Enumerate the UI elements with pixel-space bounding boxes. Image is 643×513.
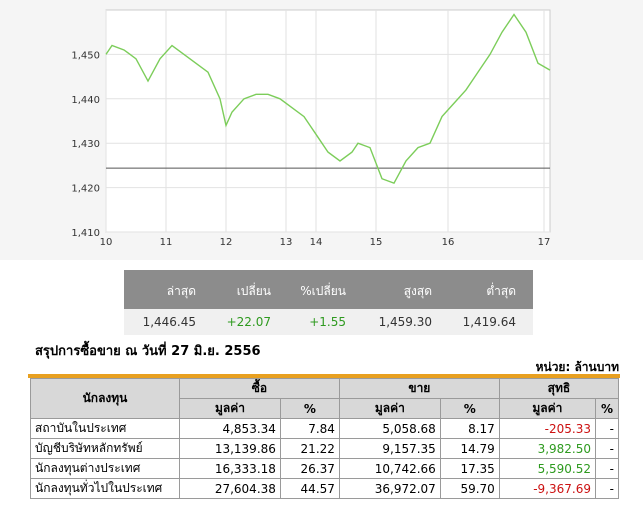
y-tick-label: 1,440 [71, 95, 100, 106]
quote-header-row [124, 270, 533, 309]
header-sell: ขาย [338, 378, 500, 399]
sub-net-pct: % [595, 398, 619, 419]
y-tick-label: 1,430 [71, 139, 100, 150]
quote-change: +22.07 [226, 315, 271, 329]
x-tick-label: 12 [220, 237, 233, 248]
net-pct: - [595, 478, 619, 499]
quote-low: 1,419.64 [462, 315, 516, 329]
sub-sell-pct: % [439, 398, 500, 419]
y-tick-label: 1,450 [71, 50, 100, 61]
quote-header-change: เปลี่ยน [236, 284, 271, 298]
sell-value: 9,157.35 [338, 438, 441, 459]
x-tick-label: 17 [538, 237, 551, 248]
investor-name: นักลงทุนทั่วไปในประเทศ [30, 478, 180, 499]
table-top-bar [28, 374, 620, 378]
net-pct: - [595, 438, 619, 459]
sell-value: 5,058.68 [338, 418, 441, 439]
sell-pct: 59.70 [439, 478, 500, 499]
buy-pct: 21.22 [279, 438, 340, 459]
series-line [105, 13, 551, 185]
table-row: บัญชีบริษัทหลักทรัพย์ 13,139.86 21.22 9,… [30, 438, 619, 459]
sell-value: 36,972.07 [338, 478, 441, 499]
y-tick-label: 1,410 [71, 228, 100, 239]
net-pct: - [595, 418, 619, 439]
quote-table: ล่าสุด เปลี่ยน %เปลี่ยน สูงสุด ต่ำสุด 1,… [124, 270, 533, 335]
header-net: สุทธิ [498, 378, 620, 399]
y-tick-label: 1,420 [71, 184, 100, 195]
net-value: 3,982.50 [498, 438, 597, 459]
quote-header-high: สูงสุด [403, 284, 432, 298]
sub-sell-value: มูลค่า [338, 398, 441, 419]
buy-value: 16,333.18 [179, 458, 281, 479]
x-tick-label: 15 [370, 237, 383, 248]
quote-header-pct-change: %เปลี่ยน [300, 284, 346, 298]
header-buy: ซื้อ [179, 378, 340, 399]
unit-label: หน่วย: ล้านบาท [535, 360, 619, 374]
quote-last: 1,446.45 [142, 315, 196, 329]
x-tick-label: 16 [442, 237, 455, 248]
sub-net-value: มูลค่า [498, 398, 597, 419]
investor-table: นักลงทุน ซื้อ ขาย สุทธิ มูลค่า % มูลค่า … [30, 378, 620, 499]
x-tick-label: 13 [280, 237, 293, 248]
net-value: -205.33 [498, 418, 597, 439]
sell-value: 10,742.66 [338, 458, 441, 479]
header-investor: นักลงทุน [30, 378, 180, 419]
x-tick-label: 14 [310, 237, 323, 248]
buy-value: 4,853.34 [179, 418, 281, 439]
quote-header-low: ต่ำสุด [486, 284, 516, 298]
sub-buy-pct: % [279, 398, 340, 419]
sub-buy-value: มูลค่า [179, 398, 281, 419]
table-row: นักลงทุนทั่วไปในประเทศ 27,604.38 44.57 3… [30, 478, 619, 499]
buy-pct: 7.84 [279, 418, 340, 439]
sell-pct: 14.79 [439, 438, 500, 459]
summary-title: สรุปการซื้อขาย ณ วันที่ 27 มิ.ย. 2556 [35, 344, 261, 359]
net-value: -9,367.69 [498, 478, 597, 499]
quote-header-last: ล่าสุด [166, 284, 196, 298]
net-value: 5,590.52 [498, 458, 597, 479]
x-tick-label: 10 [100, 237, 113, 248]
quote-high: 1,459.30 [378, 315, 432, 329]
buy-pct: 44.57 [279, 478, 340, 499]
investor-name: นักลงทุนต่างประเทศ [30, 458, 180, 479]
quote-pct-change: +1.55 [309, 315, 346, 329]
investor-name: บัญชีบริษัทหลักทรัพย์ [30, 438, 180, 459]
x-tick-label: 11 [160, 237, 173, 248]
table-row: นักลงทุนต่างประเทศ 16,333.18 26.37 10,74… [30, 458, 619, 479]
quote-value-row [124, 309, 533, 335]
buy-value: 13,139.86 [179, 438, 281, 459]
plot-area [105, 9, 551, 233]
buy-value: 27,604.38 [179, 478, 281, 499]
buy-pct: 26.37 [279, 458, 340, 479]
investor-name: สถาบันในประเทศ [30, 418, 180, 439]
index-line-chart: 10 11 12 13 14 15 16 17 1,410 1,420 1,430 1,440 1,45… [71, 9, 551, 248]
sell-pct: 8.17 [439, 418, 500, 439]
table-row: สถาบันในประเทศ 4,853.34 7.84 5,058.68 8.… [30, 418, 619, 439]
net-pct: - [595, 458, 619, 479]
sell-pct: 17.35 [439, 458, 500, 479]
